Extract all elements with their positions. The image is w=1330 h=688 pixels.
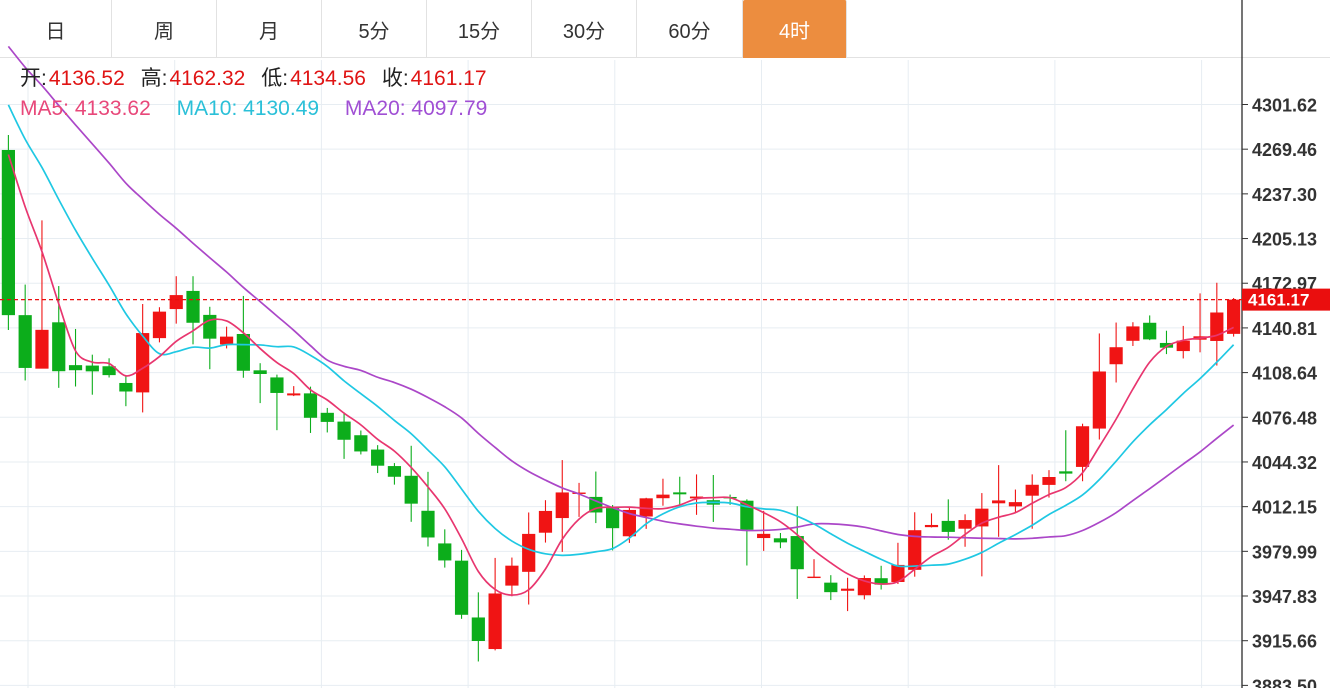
svg-text:4012.15: 4012.15	[1252, 498, 1317, 518]
svg-text:4076.48: 4076.48	[1252, 408, 1317, 428]
svg-text:4140.81: 4140.81	[1252, 319, 1317, 339]
svg-text:4269.46: 4269.46	[1252, 140, 1317, 160]
svg-text:3883.50: 3883.50	[1252, 676, 1317, 688]
svg-text:4301.62: 4301.62	[1252, 96, 1317, 116]
svg-text:3947.83: 3947.83	[1252, 587, 1317, 607]
svg-text:4205.13: 4205.13	[1252, 230, 1317, 250]
svg-text:3979.99: 3979.99	[1252, 542, 1317, 562]
svg-text:3915.66: 3915.66	[1252, 632, 1317, 652]
svg-text:4161.17: 4161.17	[1248, 291, 1309, 310]
svg-text:4044.32: 4044.32	[1252, 453, 1317, 473]
svg-text:4237.30: 4237.30	[1252, 185, 1317, 205]
svg-text:4108.64: 4108.64	[1252, 364, 1317, 384]
